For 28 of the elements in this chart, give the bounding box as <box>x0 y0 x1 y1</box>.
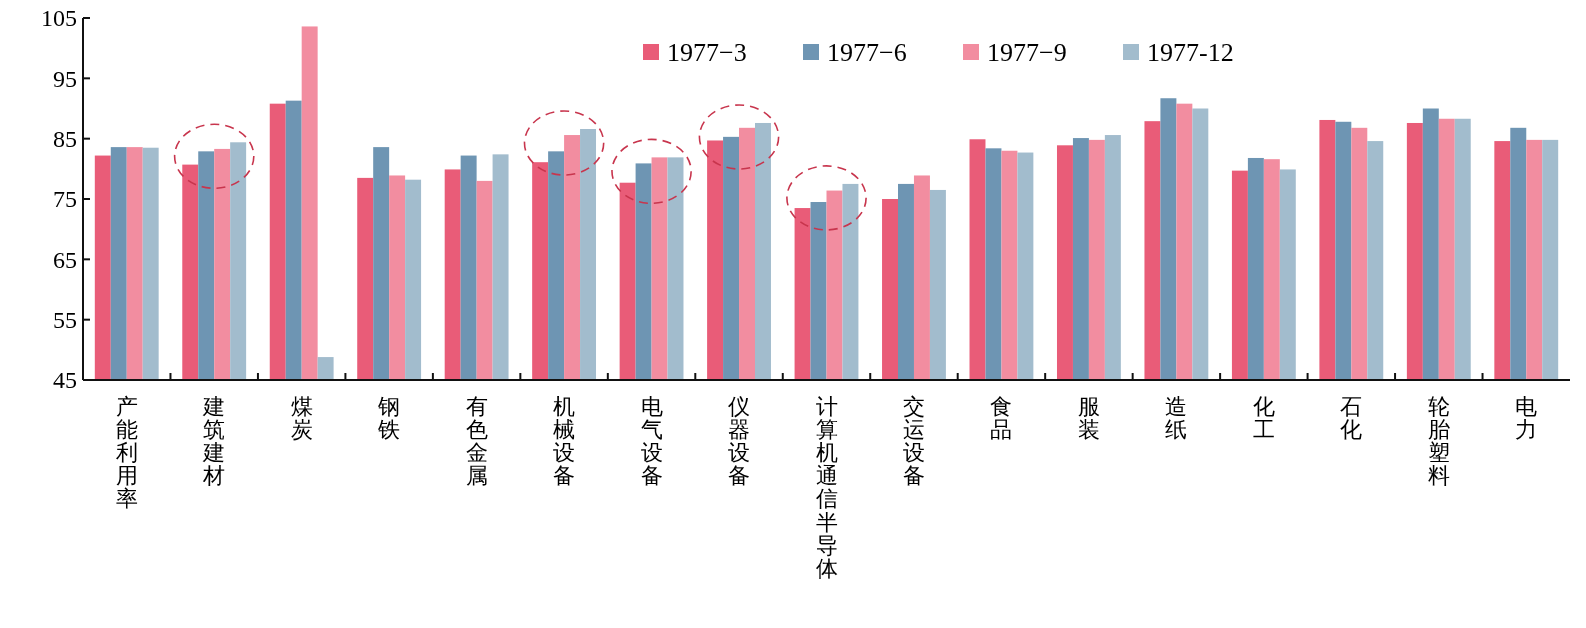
x-tick-label: 仪器设备 <box>728 394 751 489</box>
x-tick-label: 电气设备 <box>640 394 663 489</box>
y-tick-label: 45 <box>53 367 77 394</box>
x-tick-label: 电力 <box>1515 394 1538 443</box>
x-tick-label: 有色金属 <box>465 394 488 489</box>
y-tick-label: 65 <box>53 246 77 273</box>
x-tick-label: 钢铁 <box>377 394 401 443</box>
x-tick-label: 食品 <box>990 394 1013 443</box>
y-tick-label: 85 <box>53 126 77 153</box>
x-tick-label: 煤炭 <box>290 394 313 443</box>
legend-label: 1977-12 <box>1147 38 1234 68</box>
x-tick-label: 轮胎塑料 <box>1427 394 1450 489</box>
y-tick-label: 95 <box>53 65 77 92</box>
x-tick-label: 石化 <box>1340 394 1363 443</box>
x-tick-label: 计算机通信半导体 <box>815 394 838 581</box>
x-tick-label: 产能利用率 <box>115 394 138 512</box>
y-tick-label: 55 <box>53 307 77 334</box>
y-tick-label: 105 <box>41 5 77 32</box>
legend-label: 1977−3 <box>667 38 747 68</box>
legend-label: 1977−6 <box>827 38 907 68</box>
legend-label: 1977−9 <box>987 38 1067 68</box>
y-tick-label: 75 <box>53 186 77 213</box>
x-tick-label: 交运设备 <box>902 394 925 489</box>
x-tick-label: 建筑建材 <box>202 394 226 489</box>
x-tick-label: 化工 <box>1252 394 1275 443</box>
x-tick-label: 服装 <box>1077 394 1100 443</box>
x-tick-label: 造纸 <box>1165 394 1188 443</box>
x-tick-label: 机械设备 <box>553 394 576 489</box>
